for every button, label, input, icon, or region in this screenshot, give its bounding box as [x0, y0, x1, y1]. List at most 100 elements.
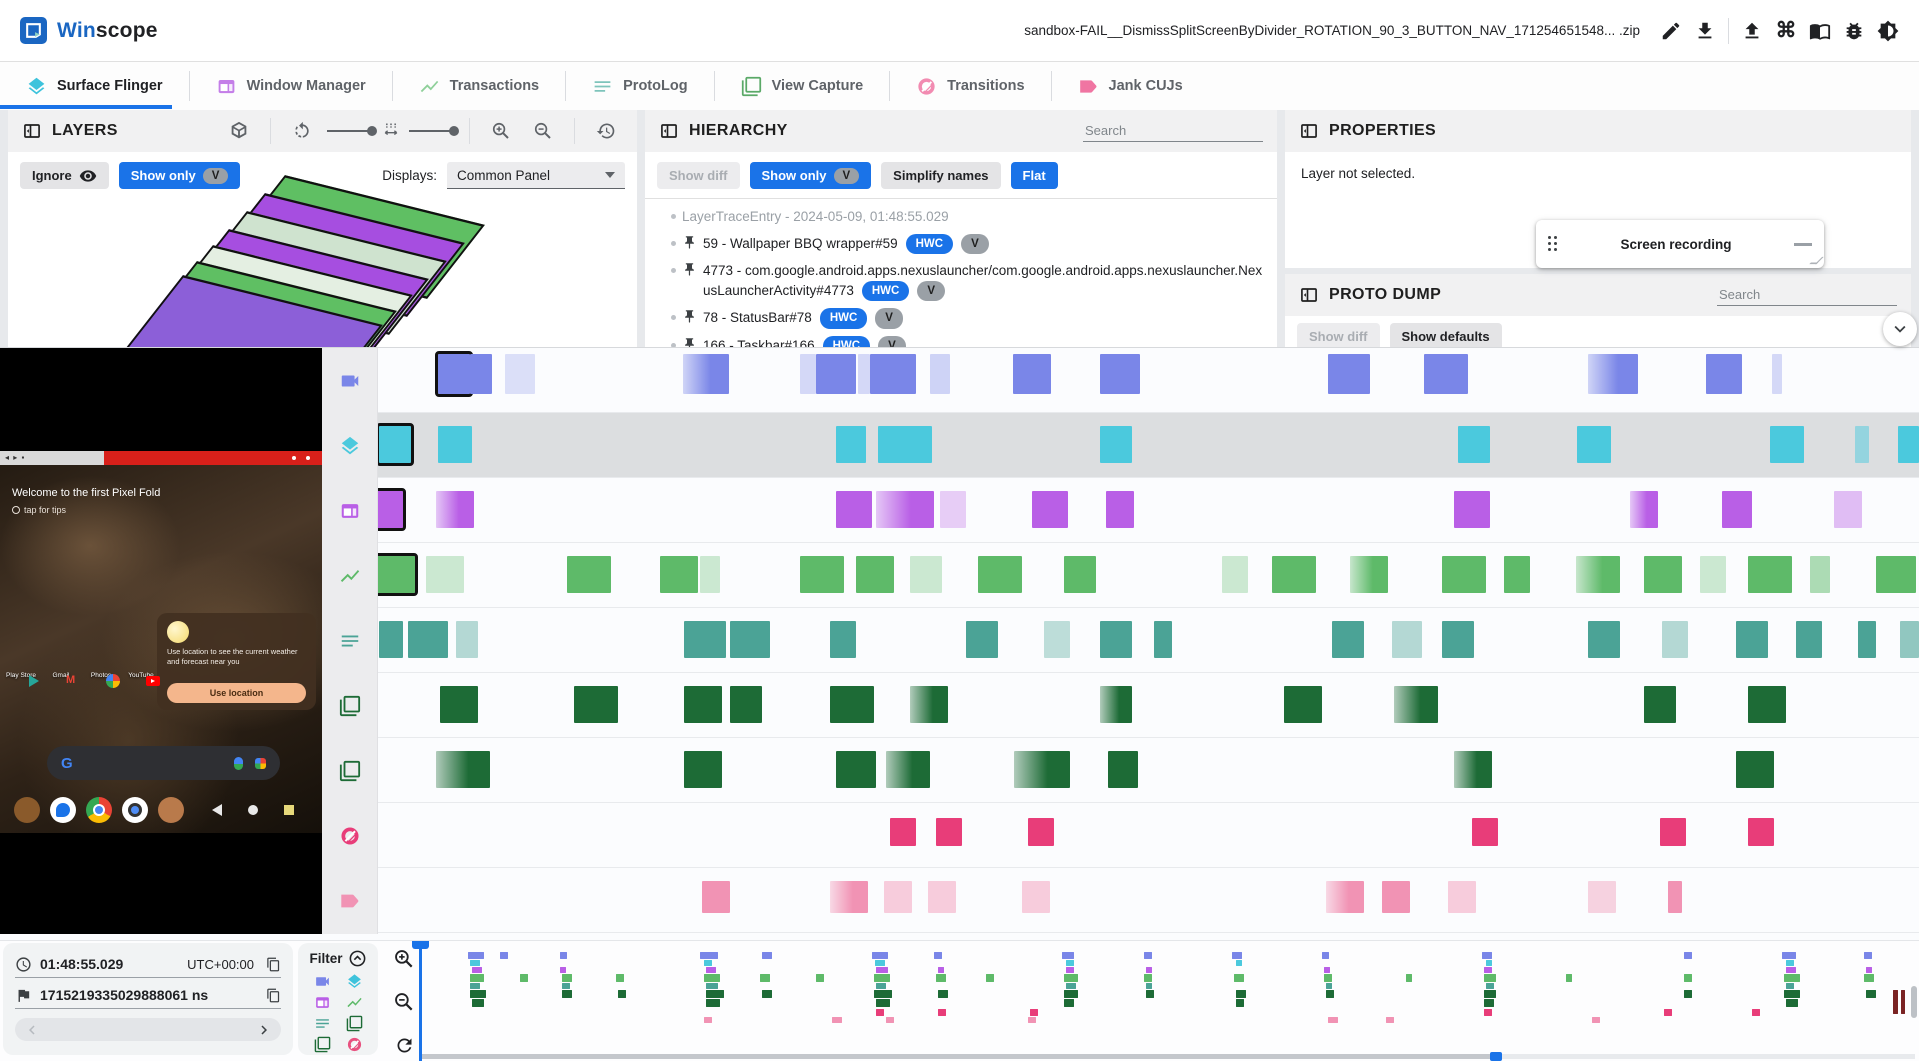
surface-flinger-entry[interactable]	[1770, 426, 1804, 463]
view-capture-taskbar-entry[interactable]	[574, 686, 618, 723]
rotation-slider[interactable]	[327, 126, 377, 136]
download-button[interactable]	[1688, 14, 1722, 48]
view-capture-launcher-entry[interactable]	[436, 751, 490, 788]
bug-button[interactable]	[1837, 14, 1871, 48]
collapse-panel-icon[interactable]	[659, 121, 679, 141]
view-capture-taskbar-entry[interactable]	[830, 686, 874, 723]
screen-recording-entry[interactable]	[683, 354, 729, 394]
transactions-entry[interactable]	[1700, 556, 1726, 593]
window-manager-entry[interactable]	[1454, 491, 1490, 528]
ignore-visibility-button[interactable]: Ignore	[20, 162, 109, 189]
screen-recording-entry[interactable]	[870, 354, 916, 394]
timeline-minimap[interactable]	[430, 949, 1919, 1049]
window-manager-entry[interactable]	[1032, 491, 1068, 528]
lens-icon[interactable]	[255, 757, 266, 769]
trace-row-view-capture-launcher[interactable]	[378, 738, 1919, 803]
transactions-entry[interactable]	[700, 556, 720, 593]
transitions-entry[interactable]	[890, 818, 916, 846]
surface-flinger-entry[interactable]	[836, 426, 866, 463]
pin-icon[interactable]	[682, 235, 697, 250]
screen-recording-entry[interactable]	[800, 354, 816, 394]
screen-recording-entry[interactable]	[858, 354, 870, 394]
copy-time-button[interactable]	[266, 957, 281, 972]
protolog-entry[interactable]	[684, 621, 726, 658]
screen-recording-entry[interactable]	[1772, 354, 1782, 394]
reset-view-button[interactable]	[589, 114, 623, 148]
surface-flinger-entry[interactable]	[378, 423, 414, 466]
tree-item[interactable]: 4773 - com.google.android.apps.nexuslaun…	[671, 261, 1267, 302]
screen-recording-entry[interactable]	[816, 354, 856, 394]
transactions-entry[interactable]	[1748, 556, 1792, 593]
jank-cujs-entry[interactable]	[1022, 881, 1050, 913]
jank-cujs-entry[interactable]	[1326, 881, 1364, 913]
trace-row-surface-flinger[interactable]	[378, 413, 1919, 478]
transactions-entry[interactable]	[1504, 556, 1530, 593]
view-capture-launcher-entry[interactable]	[1736, 751, 1774, 788]
transitions-entry[interactable]	[936, 818, 962, 846]
transactions-entry[interactable]	[1222, 556, 1248, 593]
screen-recording-preview[interactable]: ◂ ▸ ▪ Welcome to the first Pixel Fold ta…	[0, 348, 322, 934]
protolog-entry[interactable]	[1900, 621, 1919, 658]
tree-item[interactable]: 59 - Wallpaper BBQ wrapper#59 HWC V	[671, 233, 1267, 255]
trace-row-window-manager[interactable]	[378, 478, 1919, 543]
filter-squares-icon[interactable]	[346, 1015, 363, 1032]
transactions-entry[interactable]	[1272, 556, 1316, 593]
screen-recording-entry[interactable]	[1100, 354, 1140, 394]
protolog-entry[interactable]	[1442, 621, 1474, 658]
view-capture-taskbar-entry[interactable]	[1284, 686, 1322, 723]
proto-dump-search-input[interactable]	[1717, 284, 1897, 306]
protolog-entry[interactable]	[1588, 621, 1620, 658]
trace-row-screen-recording[interactable]	[378, 348, 1919, 413]
protolog-entry[interactable]	[379, 621, 403, 658]
protolog-entry[interactable]	[966, 621, 998, 658]
screen-recording-entry[interactable]	[435, 351, 473, 397]
jank-cujs-entry[interactable]	[1668, 881, 1682, 913]
jank-cujs-entry[interactable]	[830, 881, 868, 913]
transactions-entry[interactable]	[660, 556, 698, 593]
tab-transitions[interactable]: Transitions	[890, 62, 1050, 110]
transactions-entry[interactable]	[567, 556, 611, 593]
book-button[interactable]	[1803, 14, 1837, 48]
trace-row-jank-cujs[interactable]	[378, 868, 1919, 933]
minimize-button[interactable]	[1794, 242, 1812, 246]
protolog-entry[interactable]	[830, 621, 856, 658]
pin-icon[interactable]	[682, 262, 697, 277]
transactions-entry[interactable]	[426, 556, 464, 593]
transactions-entry[interactable]	[1442, 556, 1486, 593]
view-capture-launcher-entry[interactable]	[1108, 751, 1138, 788]
transitions-entry[interactable]	[1660, 818, 1686, 846]
screen-recording-entry[interactable]	[470, 354, 492, 394]
transactions-entry[interactable]	[800, 556, 844, 593]
protolog-entry[interactable]	[1332, 621, 1364, 658]
copy-ns-button[interactable]	[266, 988, 281, 1003]
command-button[interactable]: ⌘	[1769, 14, 1803, 48]
filter-chart-icon[interactable]	[346, 994, 363, 1011]
view-capture-launcher-entry[interactable]	[1454, 751, 1492, 788]
tab-view-capture[interactable]: View Capture	[715, 62, 890, 110]
tab-surface-flinger[interactable]: Surface Flinger	[0, 62, 189, 110]
jank-cujs-entry[interactable]	[702, 881, 730, 913]
tree-item[interactable]: 166 - Taskbar#166 HWC V	[671, 336, 1267, 347]
transactions-entry[interactable]	[1576, 556, 1620, 593]
transactions-entry[interactable]	[1064, 556, 1096, 593]
window-manager-entry[interactable]	[876, 491, 934, 528]
collapse-filter-icon[interactable]	[348, 949, 367, 968]
range-slider-selection[interactable]	[422, 1054, 1496, 1059]
view-capture-launcher-entry[interactable]	[1014, 751, 1070, 788]
drag-handle-icon[interactable]	[1548, 236, 1558, 252]
protolog-entry[interactable]	[730, 621, 770, 658]
layers-3d-visualization[interactable]	[125, 175, 558, 347]
flat-button[interactable]: Flat	[1010, 162, 1058, 189]
protolog-entry[interactable]	[456, 621, 478, 658]
show-defaults-button[interactable]: Show defaults	[1389, 323, 1502, 347]
filter-webasset-icon[interactable]	[314, 994, 331, 1011]
shortcut-play-store[interactable]: Play Store	[6, 669, 39, 687]
edit-button[interactable]	[1654, 14, 1688, 48]
trace-row-protolog[interactable]	[378, 608, 1919, 673]
view-capture-taskbar-entry[interactable]	[910, 686, 948, 723]
jank-cujs-entry[interactable]	[1448, 881, 1476, 913]
prev-frame-button[interactable]	[23, 1021, 41, 1039]
hierarchy-search-input[interactable]	[1083, 120, 1263, 142]
window-manager-entry[interactable]	[1630, 491, 1658, 528]
shortcut-gmail[interactable]: MGmail	[52, 672, 76, 686]
